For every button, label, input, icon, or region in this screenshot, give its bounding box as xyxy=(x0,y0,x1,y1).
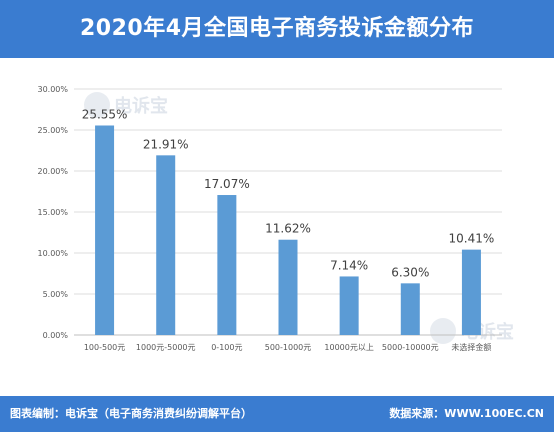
bar xyxy=(278,239,298,335)
bar xyxy=(339,276,359,335)
bar xyxy=(400,283,420,335)
data-label: 7.14% xyxy=(330,258,368,272)
footer-credit: 图表编制：电诉宝（电子商务消费纠纷调解平台） xyxy=(10,407,252,420)
x-tick-label: 未选择金额 xyxy=(451,342,491,352)
data-label: 25.55% xyxy=(82,107,128,121)
y-tick-label: 25.00% xyxy=(37,126,68,135)
bar xyxy=(156,155,176,335)
watermark-logo-icon xyxy=(430,318,456,344)
x-tick-label: 0-100元 xyxy=(211,343,242,352)
y-tick-label: 5.00% xyxy=(43,290,69,299)
bar-chart: 0.00% 5.00% 10.00% 15.00% 20.00% 25.00% 30.00%… xyxy=(37,85,502,352)
data-label: 10.41% xyxy=(449,232,495,246)
data-label: 6.30% xyxy=(391,265,429,279)
footer-source: 数据来源：WWW.100EC.CN xyxy=(389,407,544,420)
bar xyxy=(461,249,481,335)
data-label: 21.91% xyxy=(143,137,189,151)
x-tick-label: 500-1000元 xyxy=(265,343,312,352)
data-label: 11.62% xyxy=(265,222,311,236)
x-tick-label: 100-500元 xyxy=(84,343,125,352)
x-tick-label: 10000元以上 xyxy=(324,343,373,352)
bar xyxy=(217,195,237,335)
header-bar: 2020年4月全国电子商务投诉金额分布 xyxy=(0,0,554,58)
footer-bar: 图表编制：电诉宝（电子商务消费纠纷调解平台） 数据来源：WWW.100EC.CN xyxy=(0,396,554,432)
y-tick-label: 30.00% xyxy=(37,85,68,94)
y-tick-label: 15.00% xyxy=(37,208,68,217)
watermark-text: 电诉宝 xyxy=(114,96,168,117)
data-label: 17.07% xyxy=(204,177,250,191)
y-tick-label: 0.00% xyxy=(43,331,69,340)
x-tick-label: 5000-10000元 xyxy=(382,343,439,352)
y-tick-label: 10.00% xyxy=(37,249,68,258)
y-tick-label: 20.00% xyxy=(37,167,68,176)
x-tick-label: 1000元-5000元 xyxy=(136,343,196,352)
page-title: 2020年4月全国电子商务投诉金额分布 xyxy=(79,16,475,41)
bar xyxy=(95,125,115,336)
watermark-logo-icon xyxy=(84,92,110,118)
